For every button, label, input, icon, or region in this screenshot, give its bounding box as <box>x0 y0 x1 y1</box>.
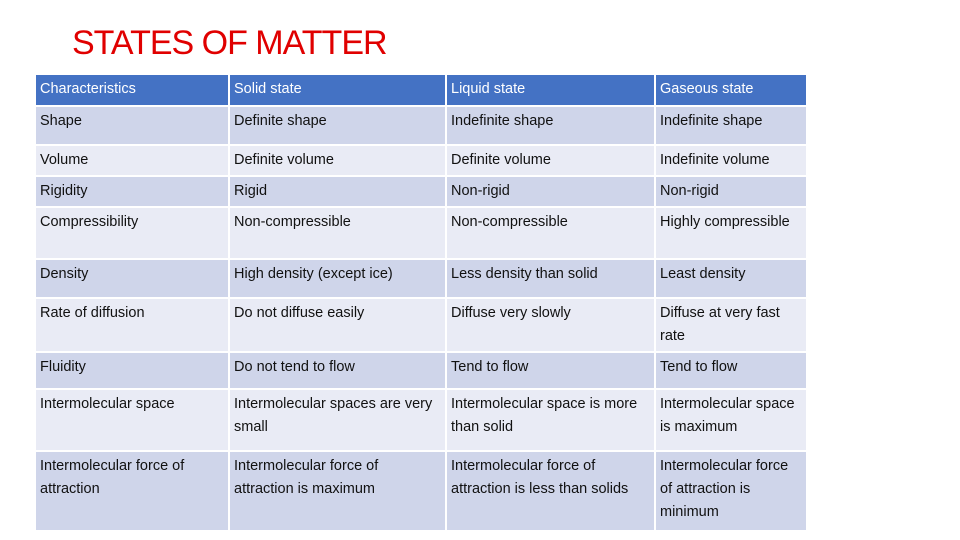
gas-cell: Intermolecular space is maximum <box>654 388 808 452</box>
liquid-cell: Tend to flow <box>445 351 656 390</box>
header-gaseous-state: Gaseous state <box>654 73 808 107</box>
header-characteristics: Characteristics <box>34 73 230 107</box>
liquid-cell: Non-rigid <box>445 175 656 208</box>
table-row: Shape Definite shape Indefinite shape In… <box>34 105 808 146</box>
gas-cell: Non-rigid <box>654 175 808 208</box>
liquid-cell: Indefinite shape <box>445 105 656 146</box>
gas-cell: Intermolecular force of attraction is mi… <box>654 450 808 532</box>
table-row: Volume Definite volume Definite volume I… <box>34 144 808 177</box>
gas-cell: Indefinite volume <box>654 144 808 177</box>
liquid-cell: Intermolecular space is more than solid <box>445 388 656 452</box>
header-solid-state: Solid state <box>228 73 447 107</box>
row-label-cell: Intermolecular space <box>34 388 230 452</box>
liquid-cell: Definite volume <box>445 144 656 177</box>
gas-cell: Tend to flow <box>654 351 808 390</box>
table-row: Fluidity Do not tend to flow Tend to flo… <box>34 351 808 390</box>
row-label-cell: Intermolecular force of attraction <box>34 450 230 532</box>
solid-cell: Definite volume <box>228 144 447 177</box>
solid-cell: Intermolecular spaces are very small <box>228 388 447 452</box>
liquid-cell: Intermolecular force of attraction is le… <box>445 450 656 532</box>
liquid-cell: Diffuse very slowly <box>445 297 656 353</box>
table-row: Intermolecular space Intermolecular spac… <box>34 388 808 452</box>
page-title: STATES OF MATTER <box>72 24 388 62</box>
table-row: Rate of diffusion Do not diffuse easily … <box>34 297 808 353</box>
row-label-cell: Fluidity <box>34 351 230 390</box>
gas-cell: Indefinite shape <box>654 105 808 146</box>
table-row: Intermolecular force of attraction Inter… <box>34 450 808 532</box>
gas-cell: Highly compressible <box>654 206 808 260</box>
row-label-cell: Rigidity <box>34 175 230 208</box>
header-liquid-state: Liquid state <box>445 73 656 107</box>
liquid-cell: Less density than solid <box>445 258 656 299</box>
row-label-cell: Compressibility <box>34 206 230 260</box>
solid-cell: Rigid <box>228 175 447 208</box>
table-row: Rigidity Rigid Non-rigid Non-rigid <box>34 175 808 208</box>
row-label-cell: Density <box>34 258 230 299</box>
gas-cell: Least density <box>654 258 808 299</box>
solid-cell: Do not tend to flow <box>228 351 447 390</box>
gas-cell: Diffuse at very fast rate <box>654 297 808 353</box>
row-label-cell: Shape <box>34 105 230 146</box>
solid-cell: High density (except ice) <box>228 258 447 299</box>
states-of-matter-table: Characteristics Solid state Liquid state… <box>34 73 808 532</box>
solid-cell: Intermolecular force of attraction is ma… <box>228 450 447 532</box>
table-row: Density High density (except ice) Less d… <box>34 258 808 299</box>
table-header-row: Characteristics Solid state Liquid state… <box>34 73 808 107</box>
solid-cell: Non-compressible <box>228 206 447 260</box>
solid-cell: Definite shape <box>228 105 447 146</box>
table-row: Compressibility Non-compressible Non-com… <box>34 206 808 260</box>
solid-cell: Do not diffuse easily <box>228 297 447 353</box>
liquid-cell: Non-compressible <box>445 206 656 260</box>
row-label-cell: Volume <box>34 144 230 177</box>
row-label-cell: Rate of diffusion <box>34 297 230 353</box>
